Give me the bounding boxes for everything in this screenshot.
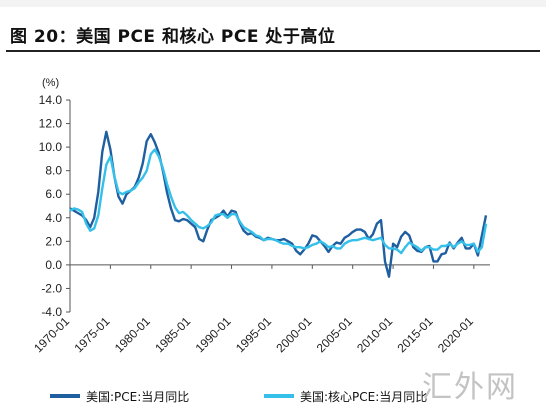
chart-axes <box>66 99 490 313</box>
x-tick-label: 1995-01 <box>233 314 274 355</box>
y-tick-label: -2.0 <box>41 281 62 295</box>
x-tick-label: 1985-01 <box>152 314 193 355</box>
x-tick-label: 1980-01 <box>112 314 153 355</box>
series-line-core-pce <box>69 148 488 255</box>
legend-label-core-pce: 美国:核心PCE:当月同比 <box>300 389 428 404</box>
x-tick-label: 2000-01 <box>273 314 314 355</box>
series-layer <box>69 130 488 278</box>
x-tick-label: 2010-01 <box>354 314 395 355</box>
y-tick-label: 12.0 <box>39 117 63 131</box>
x-tick-label: 2005-01 <box>314 314 355 355</box>
y-tick-label: 14.0 <box>39 93 63 107</box>
x-tick-label: 2015-01 <box>395 314 436 355</box>
title-rule <box>6 50 540 52</box>
x-tick-label: 1975-01 <box>71 314 112 355</box>
legend-item-core-pce: 美国:核心PCE:当月同比 <box>264 386 427 406</box>
legend-label-pce: 美国:PCE:当月同比 <box>86 389 190 404</box>
y-tick-label: 0.0 <box>45 258 62 272</box>
y-tick-label: 8.0 <box>45 164 62 178</box>
legend-swatch-core-pce <box>264 394 294 398</box>
legend-item-pce: 美国:PCE:当月同比 <box>50 386 189 406</box>
y-tick-label: 4.0 <box>45 211 62 225</box>
y-tick-label: -4.0 <box>41 305 62 319</box>
y-unit-label: (%) <box>42 77 59 89</box>
x-tick-label: 1990-01 <box>193 314 234 355</box>
series-line-pce <box>69 130 488 278</box>
top-page-strip <box>0 0 546 7</box>
chart-title: 图 20：美国 PCE 和核心 PCE 处于高位 <box>10 27 336 47</box>
watermark-logo: 汇外网 <box>422 370 518 405</box>
x-tick-label: 1970-01 <box>31 314 72 355</box>
y-tick-label: 10.0 <box>39 140 63 154</box>
y-tick-label: 2.0 <box>45 234 62 248</box>
y-tick-label: 6.0 <box>45 187 62 201</box>
x-tick-label: 2020-01 <box>435 314 476 355</box>
legend-swatch-pce <box>50 394 80 398</box>
